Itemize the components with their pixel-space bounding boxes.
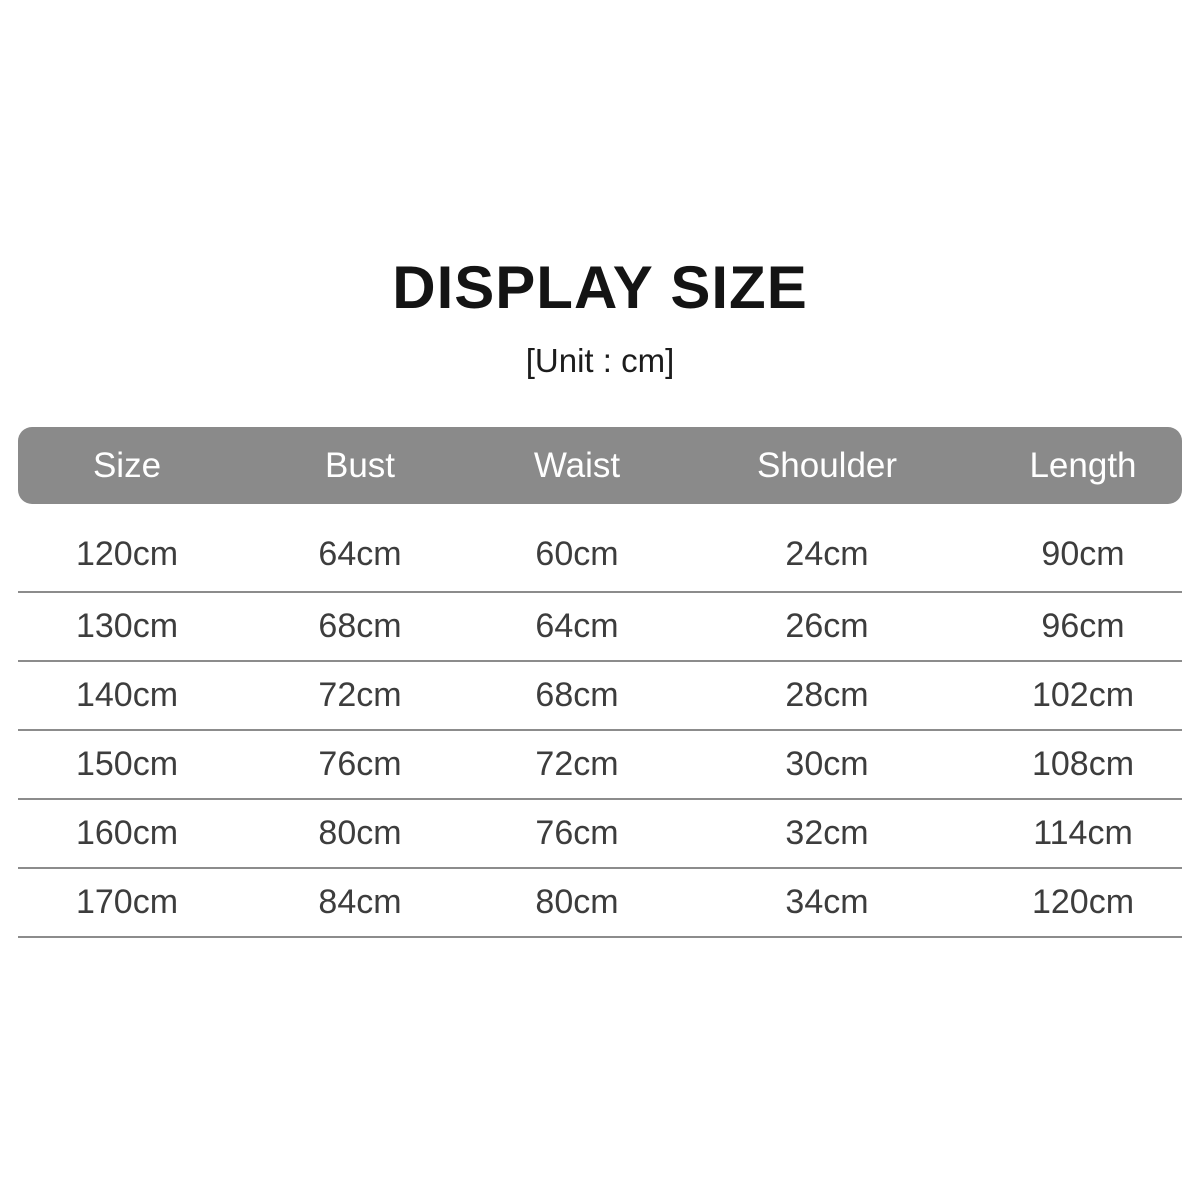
cell-size: 140cm bbox=[75, 676, 179, 714]
cell-size: 120cm bbox=[75, 535, 179, 573]
table-header-row: Size Bust Waist Shoulder Length bbox=[18, 427, 1182, 504]
cell-length: 114cm bbox=[1033, 814, 1133, 852]
cell-bust: 68cm bbox=[318, 607, 402, 645]
cell-bust: 80cm bbox=[318, 814, 402, 852]
cell-waist: 64cm bbox=[535, 607, 619, 645]
cell-bust: 72cm bbox=[318, 676, 402, 714]
cell-length: 96cm bbox=[1041, 607, 1125, 645]
column-header-bust: Bust bbox=[324, 445, 396, 485]
cell-shoulder: 28cm bbox=[785, 676, 869, 714]
unit-note: [Unit : cm] bbox=[525, 342, 675, 379]
cell-bust: 64cm bbox=[318, 535, 402, 573]
cell-length: 90cm bbox=[1041, 535, 1125, 573]
cell-length: 102cm bbox=[1031, 676, 1135, 714]
size-table: Size Bust Waist Shoulder Length 120cm 64… bbox=[18, 427, 1182, 938]
table-row-120: 120cm 64cm 60cm 24cm 90cm bbox=[18, 504, 1182, 593]
cell-waist: 60cm bbox=[535, 535, 619, 573]
column-header-waist: Waist bbox=[533, 445, 621, 485]
table-row-160: 160cm 80cm 76cm 32cm 114cm bbox=[18, 800, 1182, 869]
cell-size: 150cm bbox=[75, 745, 179, 783]
cell-length: 120cm bbox=[1031, 883, 1135, 921]
table-row-130: 130cm 68cm 64cm 26cm 96cm bbox=[18, 593, 1182, 662]
cell-size: 170cm bbox=[75, 883, 179, 921]
cell-waist: 76cm bbox=[535, 814, 619, 852]
cell-bust: 76cm bbox=[318, 745, 402, 783]
page-title: DISPLAY SIZE bbox=[392, 254, 808, 321]
cell-waist: 72cm bbox=[535, 745, 619, 783]
cell-size: 160cm bbox=[75, 814, 179, 852]
table-row-140: 140cm 72cm 68cm 28cm 102cm bbox=[18, 662, 1182, 731]
table-row-150: 150cm 76cm 72cm 30cm 108cm bbox=[18, 731, 1182, 800]
column-header-size: Size bbox=[92, 445, 162, 485]
table-row-170: 170cm 84cm 80cm 34cm 120cm bbox=[18, 869, 1182, 938]
cell-length: 108cm bbox=[1031, 745, 1135, 783]
column-header-shoulder: Shoulder bbox=[756, 445, 898, 485]
cell-bust: 84cm bbox=[318, 883, 402, 921]
cell-waist: 80cm bbox=[535, 883, 619, 921]
cell-waist: 68cm bbox=[535, 676, 619, 714]
cell-shoulder: 26cm bbox=[785, 607, 869, 645]
cell-shoulder: 32cm bbox=[785, 814, 869, 852]
column-header-length: Length bbox=[1029, 445, 1137, 485]
cell-shoulder: 30cm bbox=[785, 745, 869, 783]
cell-size: 130cm bbox=[75, 607, 179, 645]
cell-shoulder: 24cm bbox=[785, 535, 869, 573]
cell-shoulder: 34cm bbox=[785, 883, 869, 921]
